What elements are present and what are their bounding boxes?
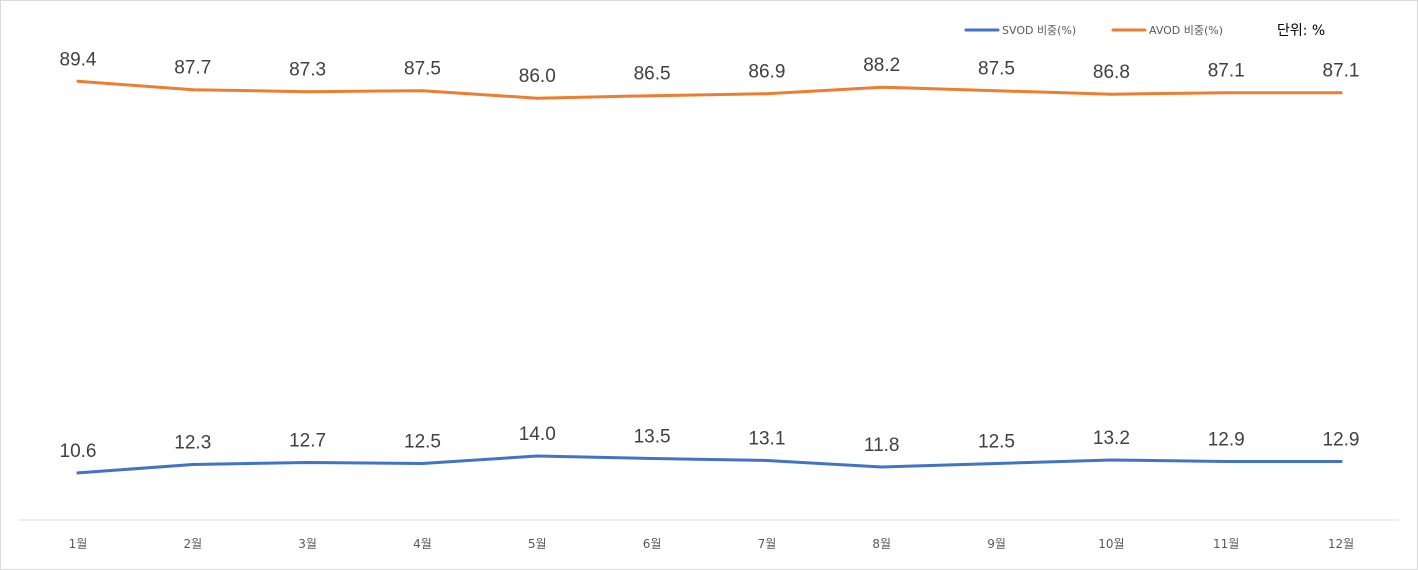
data-point-svod: [1224, 460, 1228, 463]
data-label-svod: 12.7: [289, 431, 326, 452]
data-label-svod: 12.3: [174, 433, 211, 454]
data-label-svod: 13.5: [634, 427, 671, 448]
data-label-svod: 13.2: [1093, 428, 1130, 449]
data-label-svod: 14.0: [519, 424, 556, 445]
data-point-svod: [191, 463, 195, 466]
data-label-svod: 12.9: [1208, 430, 1245, 451]
data-point-svod: [995, 462, 998, 465]
x-tick-label: 8월: [872, 537, 891, 551]
series-layer: 10.6 12.3 12.7 12.5 14.0 13.5 13.1 11.8 12.5 13.2…: [60, 49, 1360, 475]
data-point-svod: [1109, 458, 1113, 462]
data-label-avod: 89.4: [60, 49, 97, 70]
x-tick-label: 3월: [298, 537, 317, 551]
data-label-avod: 86.0: [519, 66, 556, 87]
data-label-avod: 86.8: [1093, 62, 1130, 83]
data-point-avod: [421, 89, 424, 93]
x-tick-label: 4월: [413, 537, 432, 551]
x-tick-label: 9월: [987, 537, 1006, 551]
data-label-avod: 86.5: [634, 64, 671, 85]
data-label-avod: 88.2: [863, 55, 900, 76]
x-tick-label: 12월: [1328, 537, 1354, 551]
x-tick-label: 10월: [1098, 537, 1124, 551]
data-label-svod: 12.9: [1323, 430, 1360, 451]
data-label-avod: 87.7: [174, 58, 211, 79]
data-point-avod: [535, 96, 539, 100]
series-line-svod: [76, 454, 1343, 475]
data-point-svod: [421, 462, 424, 465]
x-tick-label: 11월: [1213, 537, 1239, 551]
data-point-avod: [191, 88, 195, 92]
data-label-avod: 87.1: [1208, 61, 1245, 82]
data-label-avod: 87.5: [404, 59, 441, 80]
data-point-svod: [765, 459, 769, 462]
data-point-avod: [1224, 91, 1228, 95]
data-point-avod: [76, 79, 80, 83]
x-tick-label: 6월: [643, 537, 662, 551]
data-point-svod: [306, 461, 310, 464]
x-tick-label: 1월: [69, 537, 88, 551]
data-point-avod: [995, 89, 998, 93]
data-point-svod: [650, 457, 654, 460]
data-point-svod: [76, 471, 80, 475]
x-axis-tick-labels: 1월 2월 3월 4월 5월 6월 7월 8월 9월 10월 11월 12월: [69, 537, 1355, 551]
x-tick-label: 5월: [528, 537, 547, 551]
data-label-avod: 86.9: [748, 62, 785, 83]
data-label-svod: 12.5: [978, 432, 1015, 453]
legend: SVOD 비중(%) AVOD 비중(%): [964, 24, 1223, 37]
x-tick-label: 7월: [758, 537, 777, 551]
data-label-svod: 11.8: [864, 435, 900, 456]
data-point-svod: [1339, 460, 1343, 463]
data-point-svod: [880, 465, 884, 469]
unit-label: 단위: %: [1277, 23, 1325, 39]
legend-label-svod: SVOD 비중(%): [1002, 24, 1076, 37]
x-tick-label: 2월: [183, 537, 202, 551]
data-point-avod: [765, 92, 769, 96]
data-label-avod: 87.3: [289, 60, 326, 81]
data-point-svod: [535, 454, 539, 458]
data-label-avod: 87.1: [1323, 61, 1360, 82]
data-point-avod: [306, 90, 310, 94]
data-label-svod: 10.6: [60, 441, 97, 462]
data-point-avod: [1339, 91, 1343, 95]
series-line-avod: [76, 79, 1343, 100]
data-label-svod: 13.1: [748, 429, 785, 450]
legend-label-avod: AVOD 비중(%): [1149, 24, 1223, 37]
data-point-avod: [880, 85, 884, 89]
data-point-avod: [650, 94, 654, 98]
data-point-avod: [1109, 92, 1113, 96]
data-label-svod: 12.5: [404, 432, 441, 453]
data-label-avod: 87.5: [978, 59, 1015, 80]
